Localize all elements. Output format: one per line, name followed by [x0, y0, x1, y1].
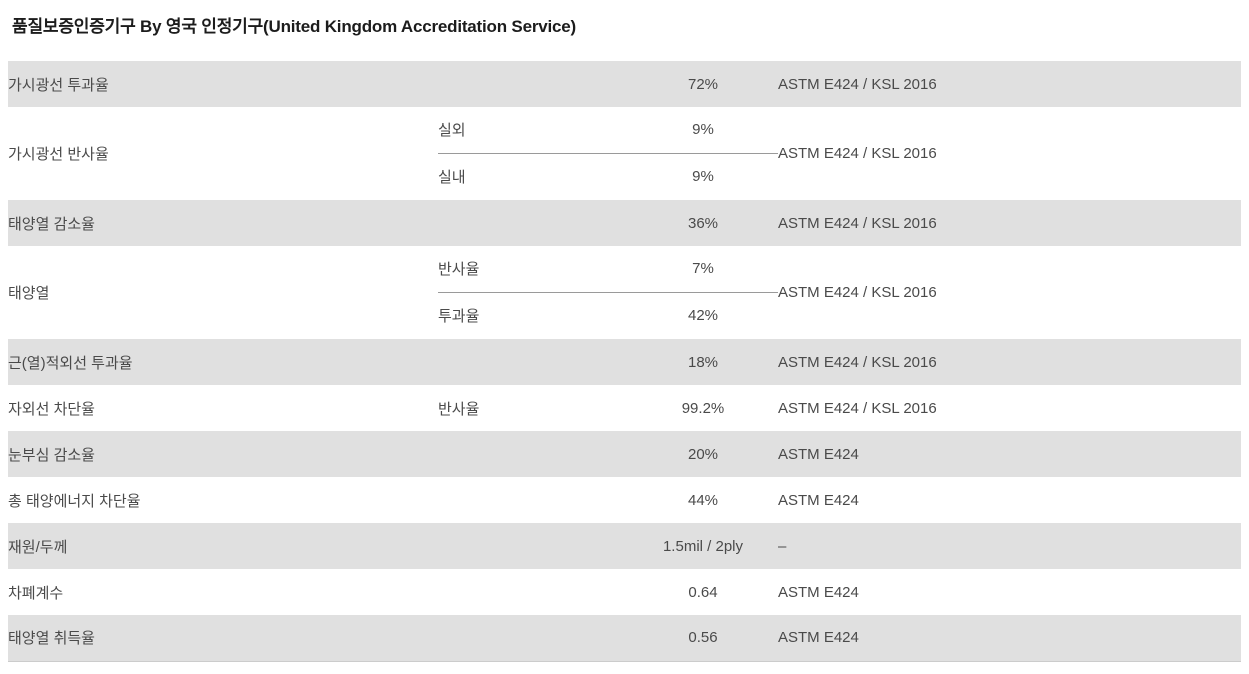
- row-value: 42%: [628, 292, 778, 339]
- page-title: 품질보증인증기구 By 영국 인정기구(United Kingdom Accre…: [12, 17, 576, 36]
- row-standard: –: [778, 523, 1241, 569]
- row-standard: ASTM E424: [778, 569, 1241, 615]
- table-row: 가시광선 반사율 실외 9% ASTM E424 / KSL 2016: [8, 107, 1241, 200]
- row-sublabel: 실외: [438, 107, 628, 154]
- row-sublabel: [438, 477, 628, 523]
- row-sublabel: [438, 569, 628, 615]
- row-standard: ASTM E424 / KSL 2016: [778, 339, 1241, 385]
- row-sublabel: [438, 615, 628, 661]
- table-row: 태양열 반사율 7% ASTM E424 / KSL 2016: [8, 246, 1241, 339]
- row-value: 20%: [628, 431, 778, 477]
- row-sublabel: [438, 431, 628, 477]
- row-standard: ASTM E424: [778, 615, 1241, 661]
- table-subrow: 실내 9%: [8, 153, 1241, 200]
- row-label: 재원/두께: [8, 523, 438, 569]
- table-row: 근(열)적외선 투과율 18% ASTM E424 / KSL 2016: [8, 339, 1241, 385]
- row-sublabel: [438, 339, 628, 385]
- table-row: 가시광선 투과율 72% ASTM E424 / KSL 2016: [8, 61, 1241, 107]
- spec-table: 가시광선 투과율 72% ASTM E424 / KSL 2016 가시광선 반…: [8, 61, 1241, 662]
- row-label: 총 태양에너지 차단율: [8, 477, 438, 523]
- row-value: 7%: [628, 246, 778, 293]
- row-sublabel: [438, 200, 628, 246]
- row-value: 18%: [628, 339, 778, 385]
- row-value: 9%: [628, 107, 778, 154]
- row-value: 99.2%: [628, 385, 778, 431]
- table-row: 자외선 차단율 반사율 99.2% ASTM E424 / KSL 2016: [8, 385, 1241, 431]
- row-sublabel: 투과율: [438, 292, 628, 339]
- row-value: 44%: [628, 477, 778, 523]
- row-sublabel: [438, 61, 628, 107]
- row-label: 가시광선 반사율: [8, 107, 438, 200]
- row-value: 72%: [628, 61, 778, 107]
- row-value: 0.64: [628, 569, 778, 615]
- row-value: 9%: [628, 153, 778, 200]
- table-row: 재원/두께 1.5mil / 2ply –: [8, 523, 1241, 569]
- row-label: 태양열 취득율: [8, 615, 438, 661]
- row-sublabel: [438, 523, 628, 569]
- row-value: 0.56: [628, 615, 778, 661]
- row-standard: ASTM E424: [778, 477, 1241, 523]
- row-label: 근(열)적외선 투과율: [8, 339, 438, 385]
- row-sublabel: 실내: [438, 153, 628, 200]
- table-row: 차폐계수 0.64 ASTM E424: [8, 569, 1241, 615]
- row-label: 가시광선 투과율: [8, 61, 438, 107]
- row-sublabel: 반사율: [438, 246, 628, 293]
- row-standard: ASTM E424 / KSL 2016: [778, 246, 1241, 339]
- row-value: 36%: [628, 200, 778, 246]
- row-standard: ASTM E424: [778, 431, 1241, 477]
- row-standard: ASTM E424 / KSL 2016: [778, 61, 1241, 107]
- table-row: 태양열 감소율 36% ASTM E424 / KSL 2016: [8, 200, 1241, 246]
- row-standard: ASTM E424 / KSL 2016: [778, 107, 1241, 200]
- row-value: 1.5mil / 2ply: [628, 523, 778, 569]
- row-standard: ASTM E424 / KSL 2016: [778, 385, 1241, 431]
- row-standard: ASTM E424 / KSL 2016: [778, 200, 1241, 246]
- row-label: 차폐계수: [8, 569, 438, 615]
- table-row: 태양열 취득율 0.56 ASTM E424: [8, 615, 1241, 661]
- table-row: 눈부심 감소율 20% ASTM E424: [8, 431, 1241, 477]
- row-sublabel: 반사율: [438, 385, 628, 431]
- row-label: 눈부심 감소율: [8, 431, 438, 477]
- row-label: 태양열 감소율: [8, 200, 438, 246]
- table-subrow: 투과율 42%: [8, 292, 1241, 339]
- table-row: 총 태양에너지 차단율 44% ASTM E424: [8, 477, 1241, 523]
- row-label: 자외선 차단율: [8, 385, 438, 431]
- row-label: 태양열: [8, 246, 438, 339]
